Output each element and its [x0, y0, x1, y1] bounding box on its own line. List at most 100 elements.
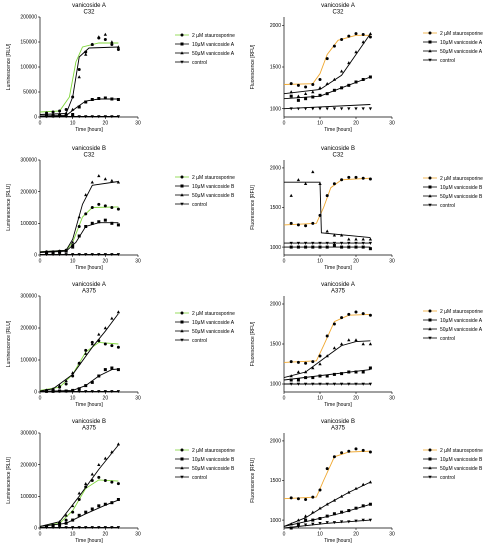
data-point-series-4 — [57, 390, 62, 394]
data-point-series-3 — [311, 90, 315, 94]
data-point-series-4 — [77, 390, 81, 394]
data-point-series-2 — [325, 245, 329, 249]
x-tick-label: 30 — [389, 396, 395, 402]
data-point-series-4 — [354, 241, 358, 245]
data-point-series-4 — [339, 241, 344, 245]
y-tick-label: 100000 — [20, 358, 37, 364]
data-point-series-2 — [90, 98, 94, 101]
chart-title-line: vanicoside B — [321, 146, 355, 152]
legend-marker — [428, 309, 432, 313]
data-point-series-3 — [361, 342, 365, 346]
data-point-series-1 — [116, 482, 120, 486]
y-tick-label: 200000 — [20, 189, 37, 195]
x-tick-label: 10 — [317, 121, 323, 127]
data-point-series-4 — [325, 241, 329, 245]
data-point-series-1 — [296, 83, 300, 87]
data-point-series-4 — [296, 107, 301, 111]
legend-marker — [180, 175, 184, 179]
data-point-series-2 — [347, 245, 351, 249]
data-point-series-3 — [90, 42, 94, 46]
legend-marker — [180, 42, 184, 46]
fit-curve-series-2 — [39, 499, 119, 527]
data-point-series-2 — [304, 97, 308, 101]
legend-marker — [428, 176, 432, 180]
x-tick-label: 30 — [389, 259, 395, 265]
legend-entry: 50µM vanicoside B — [440, 466, 483, 472]
legend-marker — [428, 40, 432, 44]
y-axis-label: Fluorescence [RFU] — [250, 185, 256, 230]
x-tick-label: 0 — [39, 121, 42, 127]
data-point-series-1 — [340, 316, 344, 320]
x-axis-label: Time [hours] — [324, 402, 352, 408]
fit-curve-series-2 — [39, 98, 119, 117]
data-point-series-1 — [289, 360, 293, 364]
data-point-series-4 — [51, 253, 55, 257]
data-point-series-3 — [110, 450, 114, 454]
data-point-series-1 — [361, 176, 365, 180]
chart-title-line: vanicoside A — [72, 3, 106, 9]
data-point-series-1 — [304, 498, 308, 501]
data-point-series-4 — [103, 390, 107, 394]
data-point-series-4 — [311, 382, 315, 386]
legend-marker — [428, 457, 432, 461]
y-tick-label: 100000 — [20, 221, 37, 227]
data-point-series-4 — [110, 526, 114, 530]
data-point-series-3 — [64, 248, 68, 252]
data-point-series-3 — [339, 69, 344, 73]
data-point-series-3 — [51, 387, 55, 391]
data-point-series-3 — [84, 193, 88, 197]
data-point-series-3 — [103, 456, 107, 460]
data-point-series-4 — [361, 241, 365, 245]
y-tick-label: 2000 — [270, 23, 281, 29]
data-point-series-1 — [97, 475, 101, 479]
data-point-series-4 — [97, 526, 101, 530]
x-tick-label: 0 — [283, 396, 286, 402]
data-point-series-2 — [116, 368, 120, 372]
data-point-series-2 — [311, 376, 315, 380]
data-point-series-4 — [84, 253, 88, 257]
legend-entry: 50µM vanicoside A — [440, 327, 483, 333]
y-tick-label: 2000 — [270, 439, 281, 445]
fit-curve-series-3 — [39, 181, 119, 253]
y-tick-label: 0 — [34, 390, 37, 396]
data-point-series-1 — [84, 485, 88, 489]
data-point-series-3 — [57, 112, 62, 116]
data-point-series-4 — [64, 526, 68, 530]
x-tick-label: 10 — [317, 532, 323, 538]
legend-entry: 2 µM staurosporine — [440, 309, 483, 315]
data-point-series-4 — [354, 382, 358, 386]
data-point-series-3 — [51, 250, 55, 254]
data-point-series-4 — [97, 390, 101, 394]
x-tick-label: 20 — [103, 532, 109, 538]
data-point-series-3 — [303, 182, 308, 186]
legend-entry: control — [192, 475, 207, 481]
data-point-series-1 — [77, 498, 81, 501]
data-point-series-3 — [354, 237, 358, 241]
data-point-series-2 — [361, 370, 365, 374]
y-tick-label: 1500 — [270, 65, 281, 71]
legend-marker — [180, 457, 184, 461]
x-tick-label: 30 — [389, 532, 395, 538]
data-point-series-2 — [332, 372, 336, 376]
data-point-series-3 — [354, 486, 358, 490]
data-point-series-2 — [340, 372, 344, 376]
chart-title-line: A375 — [331, 426, 346, 432]
data-point-series-3 — [311, 510, 315, 514]
legend-entry: 50µM vanicoside B — [192, 193, 235, 199]
data-point-series-4 — [368, 518, 373, 522]
legend-marker — [428, 336, 432, 340]
chart-title-line: vanicoside A — [72, 282, 106, 288]
data-point-series-3 — [354, 338, 358, 342]
chart-title-line: vanicoside B — [72, 419, 106, 425]
chart-title-line: C32 — [332, 153, 344, 159]
data-point-series-3 — [77, 215, 81, 219]
data-point-series-4 — [339, 382, 344, 386]
data-point-series-3 — [44, 112, 49, 116]
data-point-series-2 — [77, 105, 81, 109]
data-point-series-3 — [368, 480, 373, 484]
data-point-series-2 — [354, 245, 358, 249]
x-axis-label: Time [hours] — [324, 538, 352, 544]
data-point-series-3 — [311, 170, 315, 174]
data-point-series-1 — [332, 455, 336, 459]
data-point-series-2 — [368, 366, 372, 370]
